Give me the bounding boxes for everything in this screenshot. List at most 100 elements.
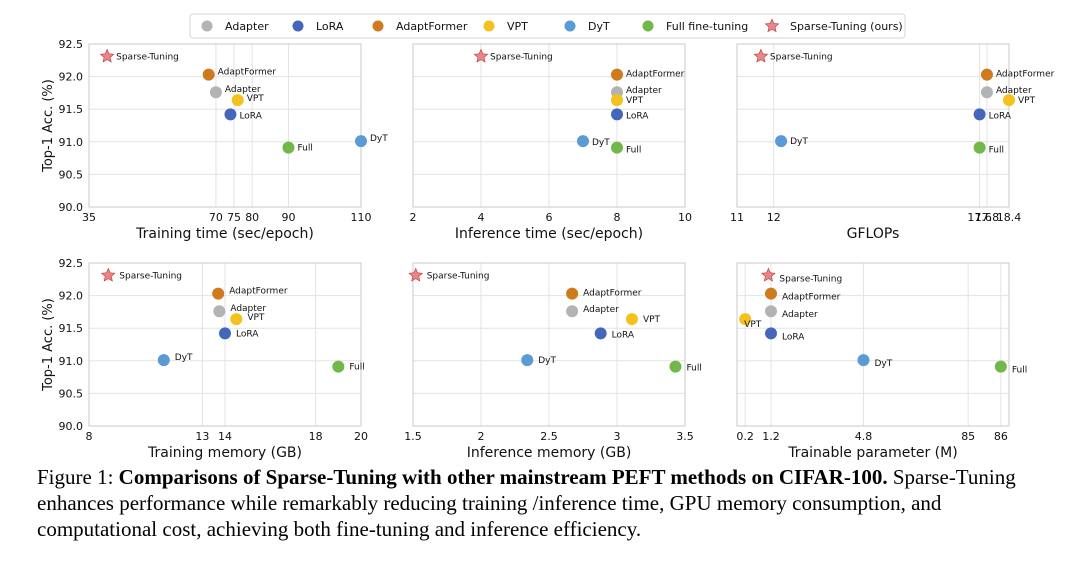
- point-label-lora: LoRA: [236, 329, 259, 339]
- x-tick-label: 80: [245, 211, 259, 224]
- chart-panel-4: 8 13 14 18 20 90.0 90.5 91.0 91.5 92.0 92.5 Trainin…: [41, 257, 368, 461]
- point-label-lora: LoRA: [626, 111, 649, 121]
- point-lora: [765, 327, 777, 340]
- caption-prefix: Figure 1:: [37, 465, 119, 489]
- x-axis-label: Trainable parameter (M): [787, 445, 957, 461]
- point-label-full: Full: [1012, 366, 1027, 376]
- chart-panel-6: 0.2 1.2 4.8 85 86 Trainable parameter (M) Spar…: [736, 262, 1027, 461]
- y-tick-label: 92.0: [59, 71, 84, 84]
- x-tick-label: 18: [309, 430, 323, 443]
- x-tick-label: 1.2: [762, 430, 780, 443]
- chart-panel-1: 35 70 75 80 90 110 90.0 90.5 91.0 91.5 92.0 92.5 Tra…: [41, 38, 388, 242]
- y-tick-label: 92.0: [59, 290, 84, 303]
- point-label-adaptformer: AdaptFormer: [626, 70, 685, 80]
- point-lora: [611, 108, 623, 121]
- point-full: [611, 141, 623, 154]
- point-sparse-tuning: [99, 48, 115, 63]
- point-vpt: [230, 313, 243, 326]
- x-tick-label: 2.5: [540, 430, 558, 443]
- point-label-dyt: DyT: [874, 359, 892, 369]
- point-label-full: Full: [297, 144, 312, 154]
- point-label-full: Full: [349, 363, 364, 373]
- legend-marker-sparse-tuning: [764, 18, 780, 33]
- figure-caption: Figure 1: Comparisons of Sparse-Tuning w…: [37, 464, 1047, 542]
- y-tick-label: 90.0: [59, 420, 84, 433]
- legend-label-adaptformer: AdaptFormer: [396, 20, 468, 33]
- point-vpt: [611, 94, 623, 107]
- point-label-adapter: Adapter: [225, 85, 261, 95]
- point-sparse-tuning: [473, 48, 489, 63]
- point-label-vpt: VPT: [643, 315, 661, 325]
- y-tick-label: 91.0: [59, 355, 84, 368]
- x-tick-label: 0.2: [736, 430, 754, 443]
- x-tick-label: 90: [281, 211, 295, 224]
- point-label-lora: LoRA: [989, 111, 1012, 121]
- point-label-dyt: DyT: [538, 356, 556, 366]
- y-axis-label: Top-1 Acc. (%): [41, 79, 56, 173]
- point-label-vpt: VPT: [626, 96, 644, 106]
- point-adaptformer: [566, 287, 579, 300]
- point-dyt: [355, 135, 367, 148]
- x-tick-label: 86: [994, 430, 1008, 443]
- x-axis-label: Training time (sec/epoch): [135, 226, 314, 242]
- x-tick-label: 8: [86, 430, 93, 443]
- legend-marker-dyt: [564, 20, 576, 32]
- point-dyt: [577, 135, 589, 148]
- y-axis-label: Top-1 Acc. (%): [41, 298, 56, 392]
- point-dyt: [157, 354, 170, 367]
- legend-label-full: Full fine-tuning: [666, 20, 748, 33]
- point-dyt: [857, 354, 870, 367]
- point-label-dyt: DyT: [370, 134, 388, 144]
- point-label-lora: LoRA: [612, 330, 635, 340]
- x-tick-label: 1.5: [404, 430, 422, 443]
- legend-box: [189, 13, 906, 39]
- point-adapter: [765, 305, 777, 318]
- caption-title: Comparisons of Sparse-Tuning with other …: [118, 465, 888, 489]
- point-vpt: [625, 313, 638, 326]
- point-label-sparse-tuning: Sparse-Tuning: [779, 274, 842, 284]
- point-vpt: [1003, 94, 1015, 107]
- point-adapter: [213, 305, 226, 318]
- point-label-adaptformer: AdaptFormer: [583, 289, 642, 299]
- point-label-vpt: VPT: [744, 320, 762, 330]
- plot-frame: [736, 262, 1010, 427]
- point-full: [669, 360, 682, 373]
- y-tick-label: 91.5: [59, 103, 84, 116]
- point-sparse-tuning: [100, 267, 116, 282]
- legend-label-adapter: Adapter: [225, 20, 269, 33]
- x-tick-label: 110: [351, 211, 372, 224]
- point-label-adaptformer: AdaptFormer: [996, 70, 1055, 80]
- point-label-sparse-tuning: Sparse-Tuning: [427, 271, 490, 281]
- plot-frame: [736, 43, 1010, 208]
- point-label-full: Full: [686, 364, 701, 374]
- point-label-sparse-tuning: Sparse-Tuning: [770, 52, 833, 62]
- chart-panels: 35 70 75 80 90 110 90.0 90.5 91.0 91.5 92.0 92.5 Tra…: [41, 38, 1055, 461]
- point-full: [332, 360, 345, 373]
- x-tick-label: 17.8: [975, 211, 1000, 224]
- point-lora: [219, 327, 231, 340]
- point-adapter: [566, 305, 579, 318]
- point-label-adaptformer: AdaptFormer: [782, 293, 841, 303]
- point-adaptformer: [765, 287, 777, 300]
- legend-marker-lora: [292, 20, 304, 32]
- legend-label-lora: LoRA: [316, 20, 344, 33]
- point-dyt: [775, 135, 788, 148]
- x-tick-label: 85: [961, 430, 975, 443]
- point-sparse-tuning: [753, 48, 769, 63]
- plot-frame: [88, 43, 362, 208]
- y-tick-label: 90.5: [59, 387, 84, 400]
- point-label-adapter: Adapter: [996, 86, 1032, 96]
- point-label-adapter: Adapter: [583, 305, 619, 315]
- point-label-vpt: VPT: [1018, 96, 1036, 106]
- x-tick-label: 4: [478, 211, 485, 224]
- legend-label-sparse-tuning: Sparse-Tuning (ours): [790, 20, 903, 33]
- x-axis-label: Training memory (GB): [147, 445, 302, 461]
- x-tick-label: 3: [614, 430, 621, 443]
- point-label-adapter: Adapter: [626, 86, 662, 96]
- legend-marker-adaptformer: [372, 20, 384, 32]
- chart-panel-5: 1.5 2 2.5 3 3.5 Inference memory (GB) Sparse-T…: [404, 262, 702, 461]
- point-sparse-tuning: [761, 267, 776, 282]
- point-adaptformer: [980, 68, 993, 81]
- y-tick-label: 90.0: [59, 201, 84, 214]
